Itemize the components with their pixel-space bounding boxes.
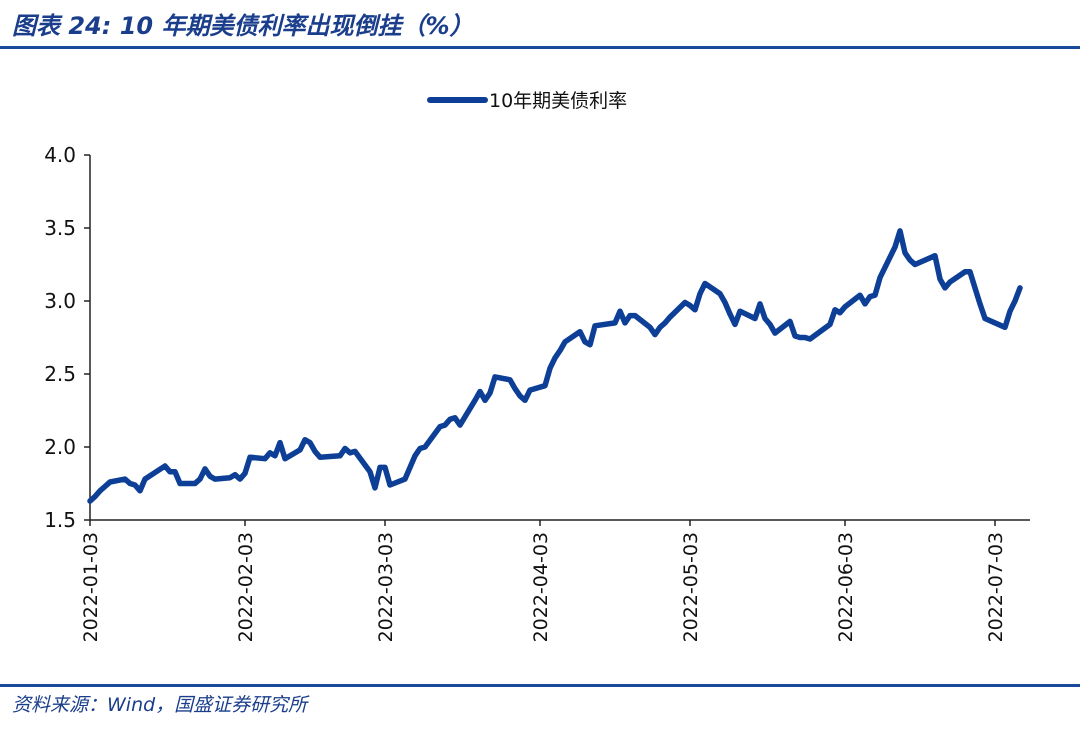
top-divider [0,46,1080,49]
x-tick-label: 2022-01-03 [80,532,102,642]
x-tick-label: 2022-03-03 [375,532,397,642]
legend-label: 10年期美债利率 [489,90,627,112]
y-tick-label: 3.0 [44,289,76,313]
line-chart: 10年期美债利率 1.5 2.0 2.5 3.0 3.5 4.0 2022-01-03 202… [44,90,1030,642]
x-tick-label: 2022-05-03 [680,532,702,642]
y-tick-label: 4.0 [44,143,76,167]
bottom-divider [0,684,1080,687]
y-tick-label: 2.0 [44,435,76,459]
axes: 1.5 2.0 2.5 3.0 3.5 4.0 2022-01-03 2022-02-03 20… [44,143,1030,642]
chart-title: 图表 24: 10 年期美债利率出现倒挂（%） [12,12,474,40]
y-tick-label: 1.5 [44,508,76,532]
source-note: 资料来源：Wind，国盛证券研究所 [12,694,308,716]
legend: 10年期美债利率 [427,90,627,112]
x-tick-label: 2022-07-03 [985,532,1007,642]
series-line-0 [87,228,1023,504]
y-tick-label: 3.5 [44,216,76,240]
x-tick-label: 2022-06-03 [835,532,857,642]
x-tick-label: 2022-02-03 [235,532,257,642]
plot-area [87,228,1023,504]
y-tick-label: 2.5 [44,362,76,386]
x-tick-label: 2022-04-03 [530,532,552,642]
